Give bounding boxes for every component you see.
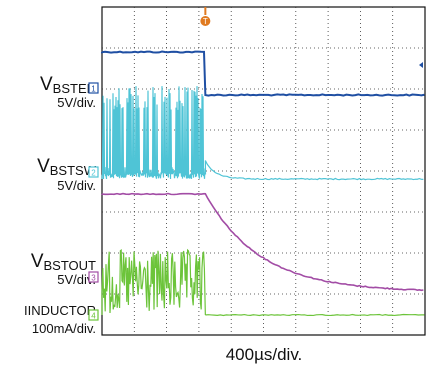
channel-marker-label-ch2: 2 [91,169,96,178]
trace-ch3 [101,192,424,292]
trigger-label: T [203,17,208,26]
channel-marker-ch1 [88,82,99,94]
channel-name-ch2: VBSTSW [37,156,97,178]
ch1-offset-indicator [419,62,423,68]
channel-name-sub: BSTSW [50,163,97,178]
channel-scale-ch2: 5V/div. [57,178,96,193]
channel-labels: VBSTEN5V/div.1VBSTSW5V/div.2VBSTOUT5V/di… [24,62,423,336]
trace-ch4 [101,248,425,317]
channel-marker-ch4 [88,309,99,321]
channel-scale-ch1: 5V/div. [57,95,96,110]
channel-marker-label-ch1: 1 [91,85,96,94]
channel-name-sub: INDUCTOR [28,303,96,318]
channel-marker-ch2 [88,166,99,178]
traces [101,50,425,317]
channel-name-main: V [37,156,50,177]
channel-name-main: V [31,251,44,272]
channel-name-sub: BSTEN [53,81,96,96]
channel-name-main: I [24,303,28,318]
channel-name-sub: BSTOUT [44,258,97,273]
trigger-badge [200,16,211,26]
channel-name-ch4: IINDUCTOR [24,303,96,318]
trigger-marker: T [200,7,211,26]
channel-name-main: V [40,74,53,95]
channel-marker-label-ch3: 3 [91,274,96,283]
channel-marker-label-ch4: 4 [91,312,96,321]
channel-scale-ch4: 100mA/div. [32,321,96,336]
channel-marker-ch3 [88,271,99,283]
x-axis-label: 400µs/div. [226,345,303,364]
trace-ch2 [101,86,424,181]
trace-ch1 [101,50,425,97]
channel-scale-ch3: 5V/div. [57,272,96,287]
channel-name-ch3: VBSTOUT [31,251,96,273]
channel-name-ch1: VBSTEN [40,74,96,96]
